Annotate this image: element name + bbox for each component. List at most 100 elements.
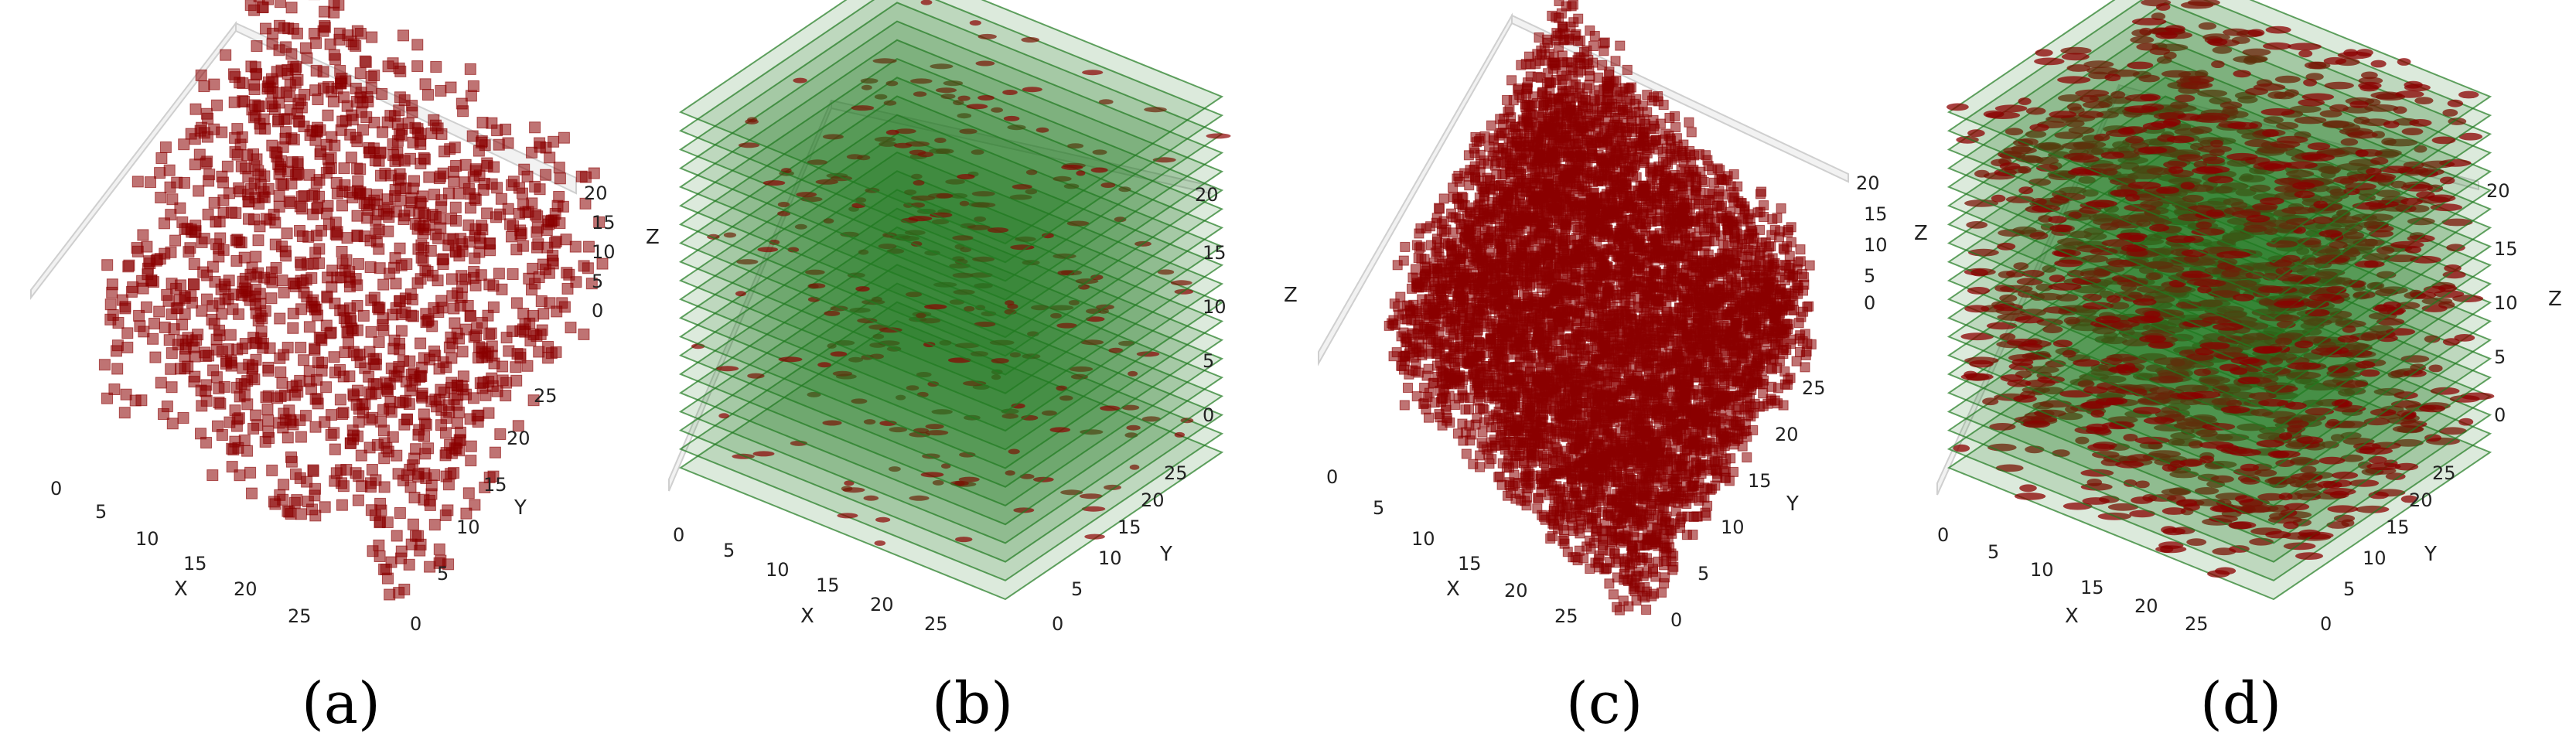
- voxel: [437, 356, 449, 368]
- voxel: [481, 207, 493, 220]
- voxel: [476, 223, 489, 236]
- voxel: [351, 230, 363, 242]
- voxel: [334, 363, 346, 376]
- voxel: [133, 309, 145, 322]
- voxel: [491, 182, 503, 194]
- voxel: [165, 309, 178, 320]
- voxel: [565, 322, 577, 334]
- voxel: [177, 412, 189, 424]
- y-tick: 25: [534, 385, 558, 407]
- voxel: [334, 394, 346, 406]
- voxel: [415, 158, 427, 169]
- voxel: [118, 407, 131, 419]
- voxel: [351, 25, 363, 37]
- voxel: [393, 104, 405, 117]
- voxel: [189, 133, 201, 145]
- voxel: [469, 252, 481, 264]
- voxel: [534, 141, 546, 153]
- voxel: [418, 352, 430, 364]
- voxel: [394, 507, 406, 519]
- x-tick: 10: [135, 528, 159, 550]
- voxel: [1486, 422, 1496, 433]
- voxel: [153, 305, 165, 318]
- voxel: [1800, 362, 1810, 373]
- voxel: [419, 78, 432, 90]
- voxel: [165, 347, 178, 360]
- voxel: [214, 232, 227, 244]
- voxel: [412, 471, 425, 483]
- voxel: [319, 501, 331, 513]
- panel-a: 0 5 10 15 20 25 X 0 5 10 15 20 25 Y 0 5 …: [30, 0, 616, 737]
- voxel: [343, 186, 356, 199]
- voxel: [231, 148, 244, 161]
- voxel: [274, 312, 286, 325]
- voxel: [295, 431, 307, 443]
- voxel: [466, 130, 479, 142]
- z-tick: 15: [592, 212, 616, 234]
- voxel: [716, 366, 739, 372]
- voxel: [459, 159, 472, 171]
- voxel: [763, 180, 786, 186]
- voxel: [473, 409, 485, 421]
- voxel: [367, 545, 379, 557]
- voxel: [268, 496, 280, 508]
- voxel: [190, 334, 203, 346]
- voxel: [159, 217, 170, 230]
- voxel: [290, 380, 302, 391]
- voxel: [336, 199, 348, 212]
- voxel: [465, 202, 476, 214]
- voxel: [1435, 203, 1445, 214]
- voxel: [243, 359, 255, 370]
- voxel: [196, 305, 208, 317]
- voxel: [389, 252, 401, 264]
- voxel: [524, 335, 537, 346]
- voxel: [108, 384, 121, 395]
- voxel: [449, 317, 461, 329]
- voxel: [169, 234, 182, 247]
- voxel: [735, 291, 746, 297]
- voxel: [390, 278, 402, 290]
- voxel: [320, 381, 333, 394]
- voxel: [404, 384, 416, 397]
- voxel: [283, 195, 295, 207]
- voxel: [265, 97, 278, 110]
- voxel: [365, 504, 377, 516]
- voxel: [410, 530, 421, 542]
- voxel: [1049, 427, 1071, 433]
- voxel: [284, 79, 296, 91]
- voxel: [251, 40, 263, 53]
- voxel: [179, 177, 190, 189]
- voxel: [430, 61, 442, 73]
- voxel: [217, 176, 230, 189]
- voxel: [450, 215, 462, 227]
- voxel: [407, 518, 419, 530]
- voxel: [221, 160, 234, 172]
- voxel: [384, 169, 397, 182]
- voxel: [1022, 87, 1042, 93]
- voxel: [266, 73, 278, 85]
- voxel: [271, 147, 283, 159]
- voxel: [433, 394, 445, 406]
- voxel: [288, 134, 300, 146]
- voxel: [316, 224, 327, 237]
- voxel: [217, 194, 230, 206]
- voxel: [254, 122, 267, 135]
- voxel: [374, 262, 386, 274]
- voxel: [1670, 122, 1681, 133]
- voxel: [387, 431, 399, 443]
- voxel: [1084, 534, 1105, 540]
- voxel: [145, 176, 156, 189]
- x-tick: 5: [723, 540, 735, 561]
- voxel: [569, 240, 582, 253]
- voxel: [275, 64, 288, 77]
- voxel: [322, 109, 334, 121]
- voxel: [294, 414, 306, 426]
- voxel: [473, 145, 485, 157]
- voxel: [210, 333, 223, 346]
- voxel: [290, 61, 302, 73]
- voxel: [285, 508, 297, 520]
- voxel: [214, 397, 227, 410]
- voxel: [506, 230, 517, 243]
- x-tick: 5: [95, 501, 107, 523]
- x-tick: 10: [766, 559, 790, 581]
